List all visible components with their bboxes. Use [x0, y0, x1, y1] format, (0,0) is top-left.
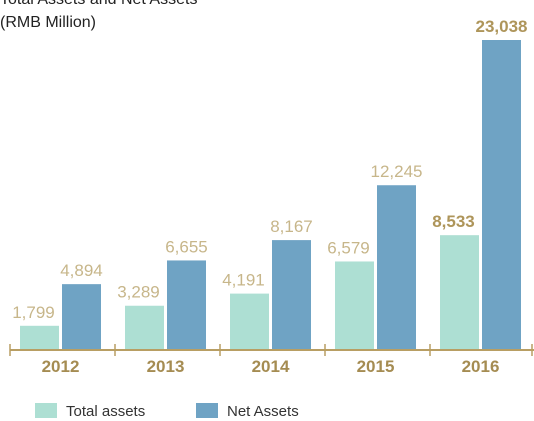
- bar: [272, 240, 311, 350]
- x-tick-label: 2014: [252, 357, 290, 376]
- value-label: 12,245: [371, 162, 423, 181]
- legend-label: Net Assets: [227, 403, 299, 420]
- bar: [20, 325, 59, 350]
- x-tick-label: 2012: [42, 357, 80, 376]
- bar: [377, 185, 416, 350]
- value-label: 4,894: [60, 261, 103, 280]
- chart-title: Total Assets and Net Assets: [0, 0, 197, 8]
- legend-label: Total assets: [66, 403, 145, 420]
- value-label: 1,799: [12, 303, 55, 322]
- legend-swatch: [196, 403, 218, 418]
- value-label: 8,533: [432, 212, 475, 231]
- value-label: 6,579: [327, 238, 370, 257]
- bar: [167, 260, 206, 350]
- value-label: 6,655: [165, 237, 208, 256]
- value-label: 4,191: [222, 271, 265, 290]
- bar: [335, 261, 374, 350]
- value-label: 23,038: [476, 17, 528, 36]
- value-label: 3,289: [117, 283, 160, 302]
- bar: [440, 235, 479, 350]
- x-tick-label: 2013: [147, 357, 185, 376]
- bar: [62, 284, 101, 350]
- x-tick-label: 2016: [462, 357, 500, 376]
- x-tick-label: 2015: [357, 357, 395, 376]
- value-label: 8,167: [270, 217, 313, 236]
- bar: [482, 40, 521, 350]
- chart-subtitle: (RMB Million): [0, 14, 96, 31]
- legend-swatch: [35, 403, 57, 418]
- bar: [125, 305, 164, 350]
- bar: [230, 293, 269, 350]
